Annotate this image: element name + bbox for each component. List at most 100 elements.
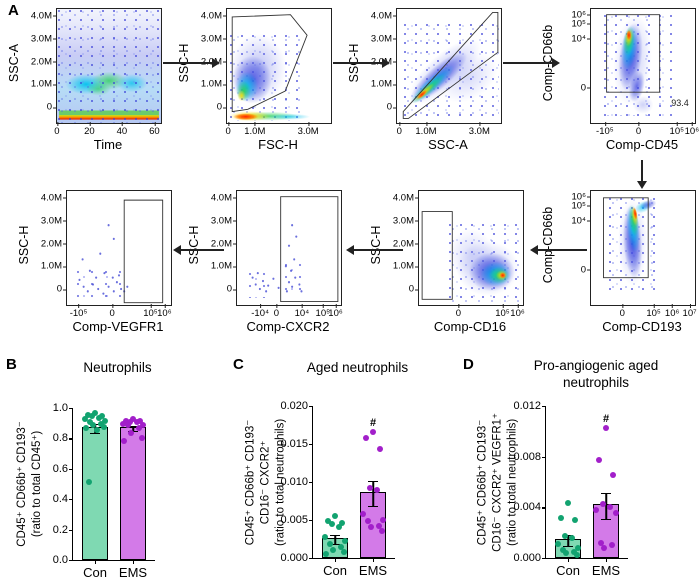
y-axis-ticks: 4.0M 3.0M 2.0M 1.0M 0 (26, 190, 69, 304)
axis-tick-label: 4.0M (40, 192, 69, 204)
axis-tick-label: 1.0M (244, 122, 266, 137)
y-tick-label: 0.6 (52, 462, 74, 475)
y-tick-label: 0.020 (280, 400, 313, 412)
axis-tick-label: 0 (455, 304, 462, 319)
panel-b-letter: B (6, 356, 17, 373)
data-point (87, 419, 93, 426)
axis-tick-label: 0 (226, 283, 239, 295)
data-point (572, 516, 578, 523)
data-point (327, 541, 333, 548)
x-axis-label: Comp-CD193 (602, 319, 682, 334)
x-axis-ticks: -10⁵ 0 10⁵ 10⁶ (584, 122, 700, 137)
axis-tick-label: 0 (619, 304, 625, 319)
flow-plot-cxcr2: SSC-H 4.0M 3.0M 2.0M 1.0M 0 -10⁴ 0 10⁴ 10⁵ 10⁶ C… (180, 184, 348, 352)
axis-tick-label: 4.0M (370, 10, 399, 22)
axis-tick-label: 0 (396, 122, 402, 137)
x-axis-label: FSC-H (258, 137, 298, 152)
y-tick-label: 0.010 (280, 476, 313, 488)
axis-tick-label: 3.0M (210, 215, 239, 227)
error-bar (601, 492, 611, 521)
axis-tick-label: 0 (580, 82, 593, 94)
panel-a-letter: A (8, 2, 19, 19)
data-point (120, 420, 126, 427)
flow-plot-vegfr1: SSC-H 4.0M 3.0M 2.0M 1.0M 0 -10⁵ 0 10⁵ 10⁶ Comp… (10, 184, 178, 352)
bar-ems (120, 426, 146, 560)
axis-tick-label: 3.0M (392, 215, 421, 227)
y-axis-ticks: 4.0M 3.0M 2.0M 1.0M 0 (196, 190, 239, 304)
data-point (82, 416, 88, 423)
gate-percentage: 93.4 (671, 98, 689, 109)
data-point (140, 422, 146, 429)
data-point (330, 547, 336, 554)
scatter-plot-icon (251, 191, 341, 305)
axis-tick-label: -10⁵ (596, 122, 614, 137)
axis-tick-label: -10⁴ (251, 304, 270, 319)
gate-outline (603, 198, 648, 278)
axis-tick-label: 3.0M (200, 33, 229, 45)
data-point (603, 424, 609, 431)
x-axis-ticks: -10⁴ 0 10⁴ 10⁵ 10⁶ (230, 304, 346, 319)
data-point (322, 533, 328, 540)
data-point (96, 414, 102, 421)
data-point (102, 417, 108, 424)
chart-b-ylabel: CD45⁺ CD66b⁺ CD193⁻ (ratio to total CD45… (16, 421, 43, 547)
axis-tick-label: 2.0M (392, 238, 421, 250)
data-point (101, 423, 107, 430)
flow-plot-time: SSC-A 4.0M 3.0M 2.0M 1.0M 0 0 20 40 60 Time (0, 2, 168, 170)
axis-tick-label: 1.0M (415, 122, 437, 137)
data-point (555, 540, 561, 547)
data-point (136, 425, 142, 432)
x-axis-ticks: 0 1.0M 3.0M (220, 122, 336, 137)
data-point (98, 420, 104, 427)
data-point (123, 417, 129, 424)
axis-tick-label: 4.0M (392, 192, 421, 204)
chart-d-title: Pro-angiogenic aged neutrophils (533, 358, 659, 390)
error-bar (368, 480, 378, 508)
plot-area (226, 8, 332, 124)
axis-tick-label: 1.0M (30, 78, 59, 90)
data-point (339, 519, 345, 526)
data-point (367, 485, 373, 492)
chart-c-title: Aged neutrophils (306, 360, 409, 375)
data-point (137, 417, 143, 424)
data-point (600, 501, 606, 508)
data-point (380, 516, 386, 523)
axis-tick-label: 20 (84, 122, 95, 137)
gating-arrow-left-icon (173, 245, 224, 255)
x-tick-mark (133, 560, 135, 564)
axis-tick-label: 2.0M (371, 56, 399, 67)
axis-tick-label: 0 (225, 122, 231, 137)
data-point (610, 472, 616, 479)
y-tick-label: 0.000 (280, 552, 313, 564)
x-axis-ticks: -10⁵ 0 10⁵ 10⁶ (60, 304, 176, 319)
axis-tick-label: 0 (56, 283, 69, 295)
flow-plot-ssca: SSC-H 4.0M3.0M2.0M1.0M0 01.0M3.0M SSC-A (340, 2, 508, 170)
y-axis-ticks: 4.0M 3.0M 2.0M 1.0M 0 (378, 190, 421, 304)
y-tick-label: 0.4 (52, 493, 74, 506)
axis-tick-label: 10⁶ (510, 304, 525, 319)
x-category-label: EMS (591, 563, 621, 578)
y-tick-label: 0.008 (513, 450, 546, 463)
gating-arrow-down-icon (637, 160, 647, 189)
data-point (374, 486, 380, 493)
axis-tick-label: 0 (109, 304, 115, 319)
y-tick-label: 0.2 (52, 523, 74, 536)
y-tick-label: 1.0 (52, 402, 74, 414)
x-axis-label: Comp-CD16 (433, 319, 507, 334)
data-point (601, 544, 607, 551)
y-tick-label: 0.004 (513, 501, 546, 514)
data-point (86, 478, 92, 485)
x-axis-label: SSC-A (428, 137, 468, 152)
data-point (99, 413, 105, 420)
axis-tick-label: 0 (54, 122, 60, 137)
gating-arrow-left-icon (346, 245, 403, 255)
gating-arrow-right-icon (163, 58, 220, 68)
plot-area: 93.4 (590, 8, 696, 124)
gate-outline (403, 12, 498, 118)
data-point (562, 533, 568, 540)
axis-tick-label: 0 (580, 264, 593, 276)
data-point (128, 430, 134, 437)
scatter-noise (282, 261, 304, 299)
plot-area (396, 8, 502, 124)
